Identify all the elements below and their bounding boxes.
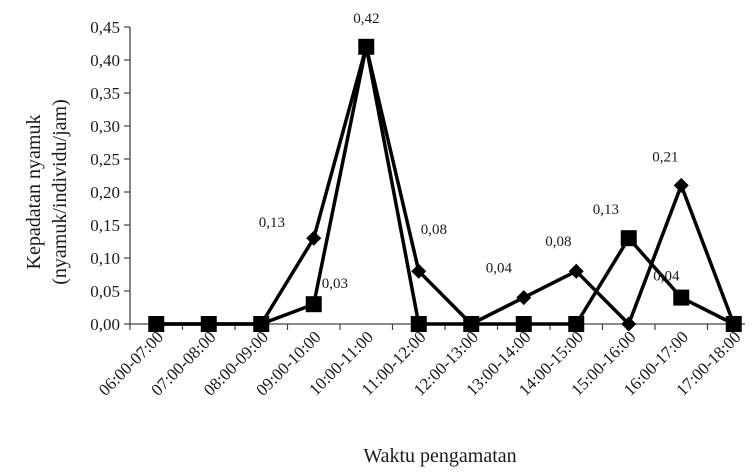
data-label: 0,13 <box>259 215 285 231</box>
square-marker <box>253 316 270 332</box>
square-marker <box>200 316 217 332</box>
data-label: 0,04 <box>486 261 513 277</box>
y-tick-label: 0,30 <box>90 117 120 136</box>
diamond-marker <box>411 263 427 279</box>
y-tick-label: 0,25 <box>90 150 120 169</box>
y-axis-title-line-2: (nyamuk/individu/jam) <box>49 99 71 285</box>
y-axis-title-line-1: Kepadatan nyamuk <box>23 115 45 270</box>
diamond-marker <box>568 263 584 279</box>
y-tick-label: 0,45 <box>90 18 120 37</box>
y-tick-label: 0,00 <box>90 315 120 334</box>
square-marker <box>463 316 480 332</box>
series-line-1 <box>156 45 736 326</box>
diamond-marker <box>621 316 637 332</box>
series-layer <box>148 38 742 332</box>
square-marker <box>515 316 532 332</box>
data-label: 0,42 <box>353 11 379 27</box>
y-tick-label: 0,20 <box>90 183 120 202</box>
data-label: 0,03 <box>322 276 348 292</box>
square-marker <box>725 316 742 332</box>
y-tick-label: 0,15 <box>90 216 120 235</box>
square-marker <box>673 289 690 306</box>
y-tick-label: 0,10 <box>90 249 120 268</box>
data-label: 0,04 <box>653 269 680 285</box>
diamond-marker <box>673 177 689 193</box>
square-marker <box>410 316 427 332</box>
square-marker <box>148 316 165 332</box>
square-marker <box>305 296 322 313</box>
data-label: 0,08 <box>421 222 447 238</box>
diamond-marker <box>516 290 532 306</box>
axes: 0,00 0,05 0,10 0,15 0,20 0,25 0,30 0,35 0,40 0,45… <box>90 18 745 400</box>
y-axis-title: Kepadatan nyamuk (nyamuk/individu/jam) <box>23 99 71 285</box>
x-axis-title: Waktu pengamatan <box>363 445 516 467</box>
diamond-marker <box>306 230 322 246</box>
data-labels: 0,13 0,42 0,08 0,04 0,08 0,21 0,03 0,13 0,04 <box>259 11 680 292</box>
data-label: 0,21 <box>652 149 678 165</box>
square-marker <box>358 38 375 55</box>
series-line-2 <box>156 45 735 326</box>
y-tick-label: 0,40 <box>90 51 120 70</box>
square-marker <box>568 316 585 332</box>
data-label: 0,08 <box>545 234 571 250</box>
y-tick-label: 0,35 <box>90 84 120 103</box>
square-marker <box>620 230 637 247</box>
y-tick-label: 0,05 <box>90 282 120 301</box>
data-label: 0,13 <box>593 202 619 218</box>
